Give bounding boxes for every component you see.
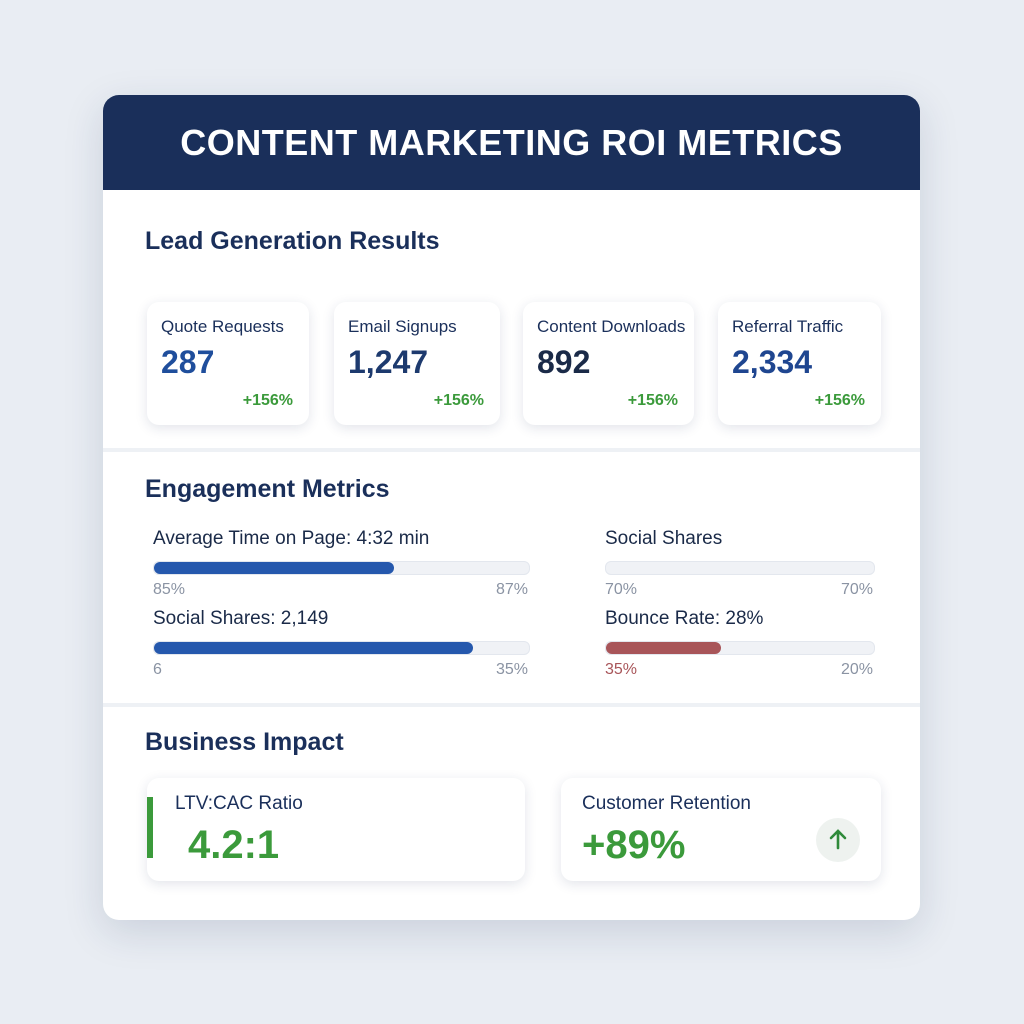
progress-track — [153, 561, 530, 575]
bar-right-label: 87% — [495, 581, 528, 598]
bar-label: Social Shares — [605, 528, 723, 549]
metric-card: Referral Traffic 2,334 +156% — [718, 302, 881, 425]
progress-track — [605, 561, 875, 575]
card-label: Quote Requests — [161, 317, 284, 336]
header-title: CONTENT MARKETING ROI METRICS — [103, 95, 920, 190]
progress-fill — [606, 642, 722, 654]
card-label: Email Signups — [348, 317, 457, 336]
metric-card: Quote Requests 287 +156% — [147, 302, 309, 425]
card-value: 1,247 — [348, 344, 429, 380]
bar-left-label: 70% — [605, 581, 638, 598]
card-value: 287 — [161, 344, 215, 380]
card-value: 892 — [537, 344, 591, 380]
bar-left-label: 6 — [153, 661, 162, 678]
up-icon — [816, 818, 860, 862]
section-title: Lead Generation Results — [145, 227, 440, 255]
bar-right-label: 35% — [495, 661, 528, 678]
bar-label: Bounce Rate: 28% — [605, 608, 764, 629]
divider — [103, 703, 920, 707]
bar-right-label: 20% — [840, 661, 873, 678]
progress-track — [605, 641, 875, 655]
bar-label: Social Shares: 2,149 — [153, 608, 329, 629]
card-value: +89% — [582, 823, 686, 867]
card-change: +156% — [433, 392, 484, 409]
card-label: Referral Traffic — [732, 317, 844, 336]
card-label: Content Downloads — [537, 317, 686, 336]
accent-bar — [147, 797, 153, 858]
bar-left-label: 35% — [605, 661, 638, 678]
bar-label: Average Time on Page: 4:32 min — [153, 528, 430, 549]
progress-fill — [154, 642, 473, 654]
metric-card: Content Downloads 892 +156% — [523, 302, 694, 425]
bar-right-label: 70% — [840, 581, 873, 598]
card-change: +156% — [242, 392, 293, 409]
bar-left-label: 85% — [153, 581, 186, 598]
progress-track — [153, 641, 530, 655]
divider — [103, 448, 920, 452]
card-label: Customer Retention — [582, 793, 751, 814]
card-value: 2,334 — [732, 344, 813, 380]
card-value: 4.2:1 — [188, 823, 280, 867]
section-title: Engagement Metrics — [145, 475, 390, 503]
metric-card: Email Signups 1,247 +156% — [334, 302, 500, 425]
impact-card: LTV:CAC Ratio 4.2:1 — [147, 778, 525, 881]
card-label: LTV:CAC Ratio — [175, 793, 303, 814]
section-title: Business Impact — [145, 728, 344, 756]
card-change: +156% — [814, 392, 865, 409]
impact-card: Customer Retention +89% — [561, 778, 881, 881]
card-change: +156% — [627, 392, 678, 409]
progress-fill — [154, 562, 394, 574]
dashboard-panel: CONTENT MARKETING ROI METRICS Lead Gener… — [103, 95, 920, 920]
